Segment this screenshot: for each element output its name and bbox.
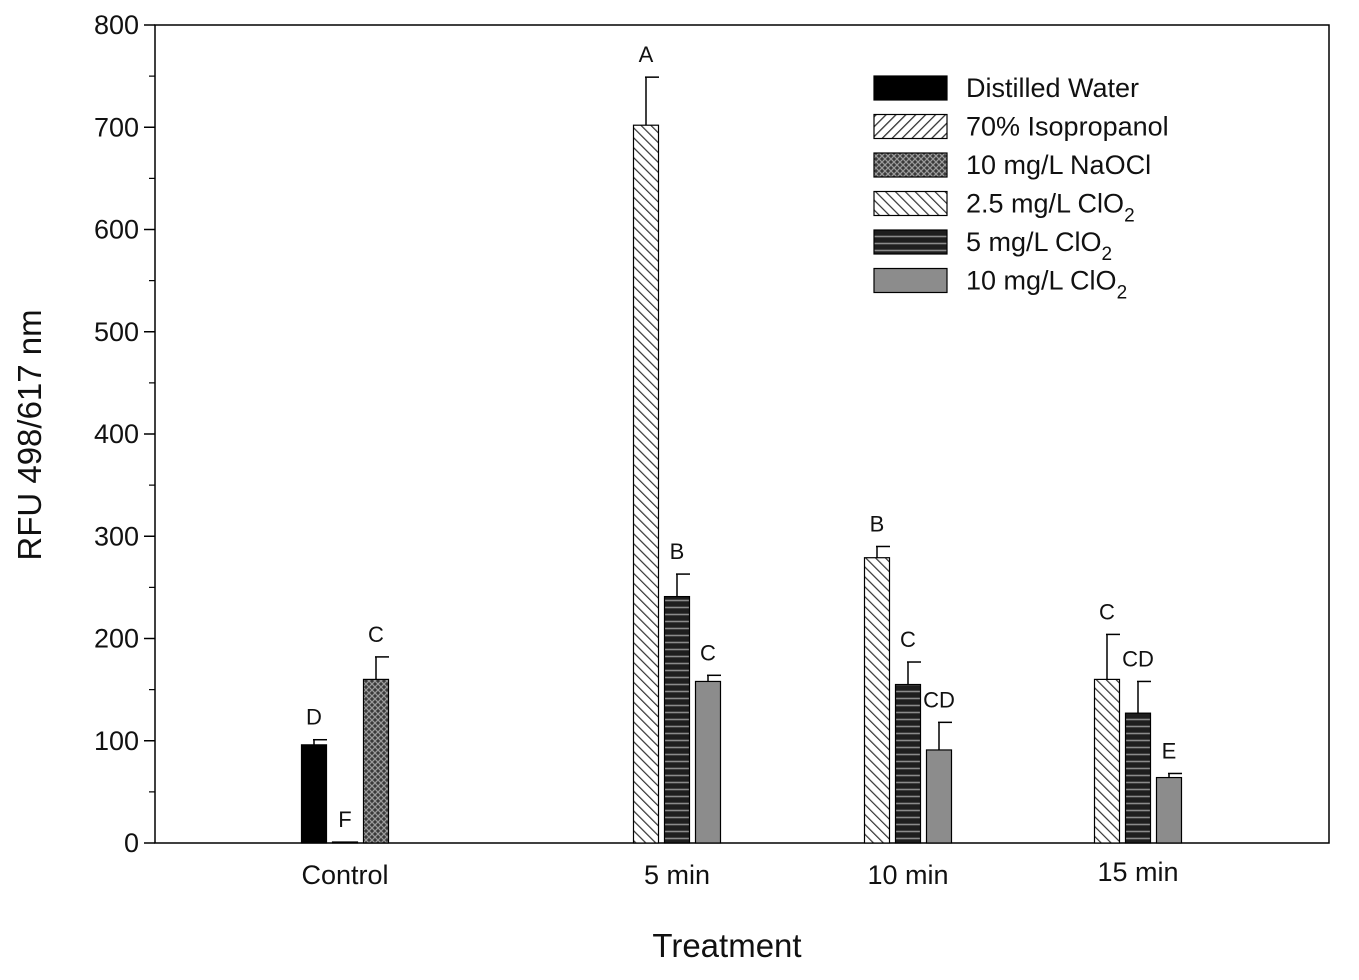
legend: Distilled Water 70% Isopropanol 10 mg/L Na… bbox=[873, 73, 1169, 304]
significance-letter: C bbox=[1099, 599, 1115, 624]
legend-label: 5 mg/L ClO2 bbox=[966, 227, 1112, 265]
legend-label: 70% Isopropanol bbox=[966, 112, 1169, 142]
significance-letter: C bbox=[700, 640, 716, 665]
legend-label-text: 10 mg/L ClO bbox=[966, 266, 1117, 296]
legend-label-text: 5 mg/L ClO bbox=[966, 227, 1102, 257]
bar bbox=[894, 683, 922, 844]
y-tick-label: 200 bbox=[94, 624, 139, 654]
x-tick-label: Control bbox=[301, 860, 388, 890]
bar bbox=[1124, 712, 1152, 844]
y-axis: 0 100 200 300 400 500 600 700 800 bbox=[94, 10, 155, 858]
bars-layer: D F C A B C B C CD C CD E bbox=[300, 42, 1183, 844]
legend-swatch bbox=[873, 267, 948, 294]
bar bbox=[863, 557, 891, 844]
y-tick-label: 400 bbox=[94, 419, 139, 449]
legend-swatch bbox=[873, 229, 948, 255]
bar bbox=[1093, 678, 1121, 844]
x-tick-label: 10 min bbox=[867, 860, 948, 890]
legend-label-text: 2.5 mg/L ClO bbox=[966, 189, 1124, 219]
bar bbox=[362, 678, 390, 844]
y-tick-label: 800 bbox=[94, 10, 139, 40]
bar bbox=[331, 841, 359, 844]
bar bbox=[925, 749, 953, 844]
y-tick-label: 500 bbox=[94, 317, 139, 347]
legend-label: 10 mg/L NaOCl bbox=[966, 150, 1151, 180]
x-axis-title: Treatment bbox=[652, 927, 801, 964]
legend-swatch bbox=[873, 190, 948, 217]
significance-letter: C bbox=[900, 627, 916, 652]
bar bbox=[300, 744, 328, 844]
bar bbox=[632, 124, 660, 844]
significance-letter: CD bbox=[1122, 646, 1154, 671]
legend-label-text: 10 mg/L NaOCl bbox=[966, 150, 1151, 180]
plot-area-frame bbox=[154, 24, 1330, 844]
significance-letter: C bbox=[368, 622, 384, 647]
legend-label-text: 70% Isopropanol bbox=[966, 112, 1169, 142]
y-tick-label: 700 bbox=[94, 112, 139, 142]
significance-letter: B bbox=[670, 539, 685, 564]
x-tick-label: 15 min bbox=[1097, 857, 1178, 887]
y-tick-label: 300 bbox=[94, 521, 139, 551]
significance-letter: F bbox=[338, 807, 351, 832]
bar bbox=[663, 595, 691, 844]
legend-label-subscript: 2 bbox=[1124, 206, 1135, 227]
significance-letter: D bbox=[306, 705, 322, 730]
significance-letter: B bbox=[870, 511, 885, 536]
legend-label-subscript: 2 bbox=[1117, 283, 1128, 304]
bar bbox=[1155, 776, 1183, 844]
significance-letter: CD bbox=[923, 687, 955, 712]
legend-swatch bbox=[873, 75, 948, 101]
significance-letter: E bbox=[1162, 738, 1177, 763]
legend-swatch bbox=[873, 113, 948, 140]
y-axis-title: RFU 498/617 nm bbox=[11, 309, 48, 560]
legend-label: Distilled Water bbox=[966, 73, 1139, 103]
legend-label-text: Distilled Water bbox=[966, 73, 1139, 103]
y-tick-label: 0 bbox=[124, 828, 139, 858]
x-tick-label: 5 min bbox=[644, 860, 710, 890]
y-tick-label: 100 bbox=[94, 726, 139, 756]
legend-label-subscript: 2 bbox=[1102, 244, 1113, 265]
legend-label: 2.5 mg/L ClO2 bbox=[966, 189, 1135, 227]
legend-swatch bbox=[873, 152, 948, 178]
significance-letter: A bbox=[639, 42, 654, 67]
bar bbox=[694, 680, 722, 844]
y-tick-label: 600 bbox=[94, 215, 139, 245]
x-axis: Control 5 min 10 min 15 min bbox=[301, 857, 1178, 890]
legend-label: 10 mg/L ClO2 bbox=[966, 266, 1127, 304]
